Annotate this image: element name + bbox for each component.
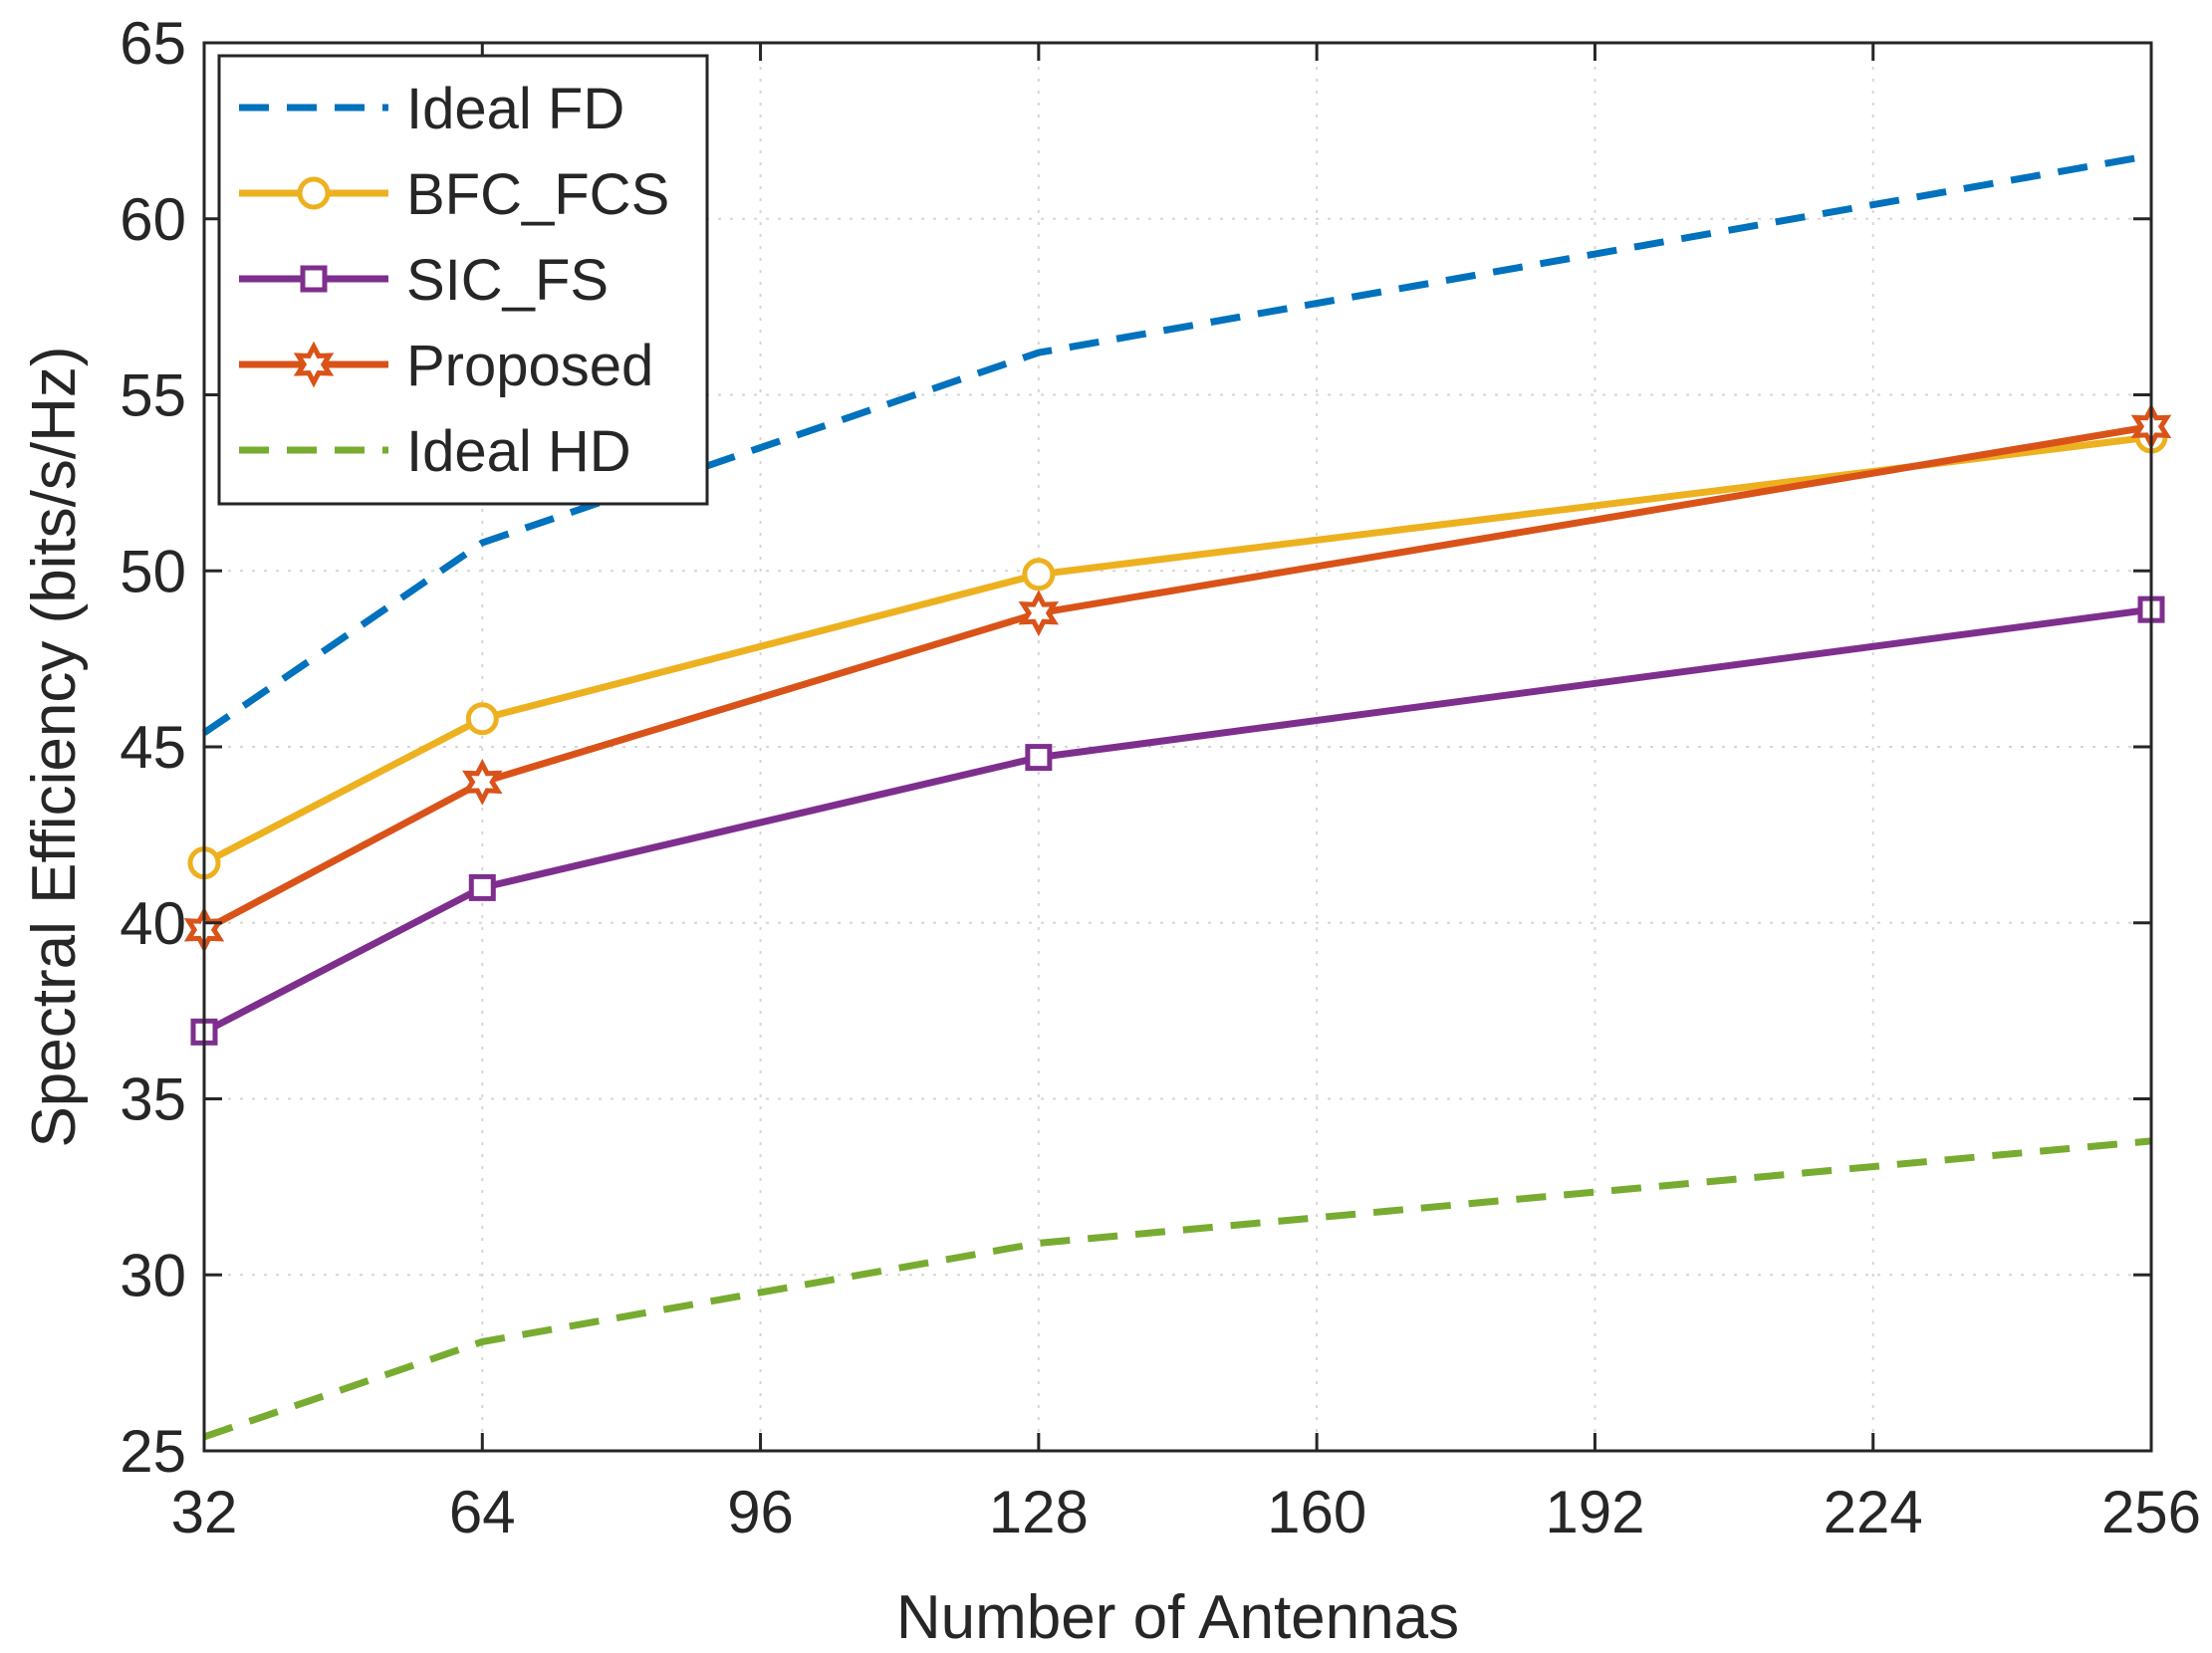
x-tick-label: 64 [449,1479,516,1545]
x-tick-label: 192 [1545,1479,1644,1545]
y-tick-label: 60 [120,186,186,253]
data-point-bfc-fcs [1022,558,1056,591]
legend-label-sic-fs: SIC_FS [406,248,609,313]
legend-label-bfc-fcs: BFC_FCS [406,162,669,227]
y-tick-label: 30 [120,1242,186,1308]
y-tick-label: 50 [120,538,186,604]
series-line-bfc-fcs [202,433,2152,866]
x-tick-label: 128 [989,1479,1089,1545]
x-tick-label: 96 [727,1479,794,1545]
x-tick-label: 256 [2101,1479,2201,1545]
legend-label-proposed: Proposed [406,334,653,398]
data-point-sic-fs [1025,744,1053,772]
legend-marker-sic-fs [300,265,328,293]
x-axis-title: Number of Antennas [896,1583,1459,1652]
x-tick-label: 160 [1267,1479,1366,1545]
series-line-ideal-fd [202,151,2152,736]
axis-ticks: 32 64 96 128 160 192 224 256 25 30 35 40 45 50 55 60 65 [120,10,2201,1545]
series-line-ideal-hd [202,1137,2152,1441]
x-tick-label: 32 [171,1479,238,1545]
data-point-bfc-fcs [465,702,499,736]
legend-label-ideal-fd: Ideal FD [406,77,624,141]
grid-lines [204,43,2151,1451]
series-line-sic-fs [202,605,2152,1036]
y-tick-label: 45 [120,714,186,781]
y-tick-label: 25 [120,1418,186,1485]
series-line-proposed [202,422,2152,933]
y-axis-title: Spectral Efficiency (bits/s/Hz) [20,346,89,1147]
data-point-proposed [1018,590,1060,637]
legend-label-ideal-hd: Ideal HD [406,419,631,484]
y-tick-label: 40 [120,890,186,957]
series-sic-fs [190,595,2165,1046]
series-ideal-fd [202,151,2152,736]
y-tick-label: 35 [120,1066,186,1133]
series-ideal-hd [202,1137,2152,1441]
data-point-sic-fs [468,873,496,901]
y-tick-label: 65 [120,10,186,77]
plot-series [183,151,2172,1441]
legend-marker-proposed [293,341,335,388]
series-bfc-fcs [187,420,2168,880]
y-tick-label: 55 [120,362,186,429]
data-point-proposed [462,759,503,806]
x-tick-label: 224 [1824,1479,1923,1545]
legend-marker-bfc-fcs [297,176,331,210]
legend: Ideal FD BFC_FCS SIC_FS Proposed Ideal HD [217,54,709,506]
